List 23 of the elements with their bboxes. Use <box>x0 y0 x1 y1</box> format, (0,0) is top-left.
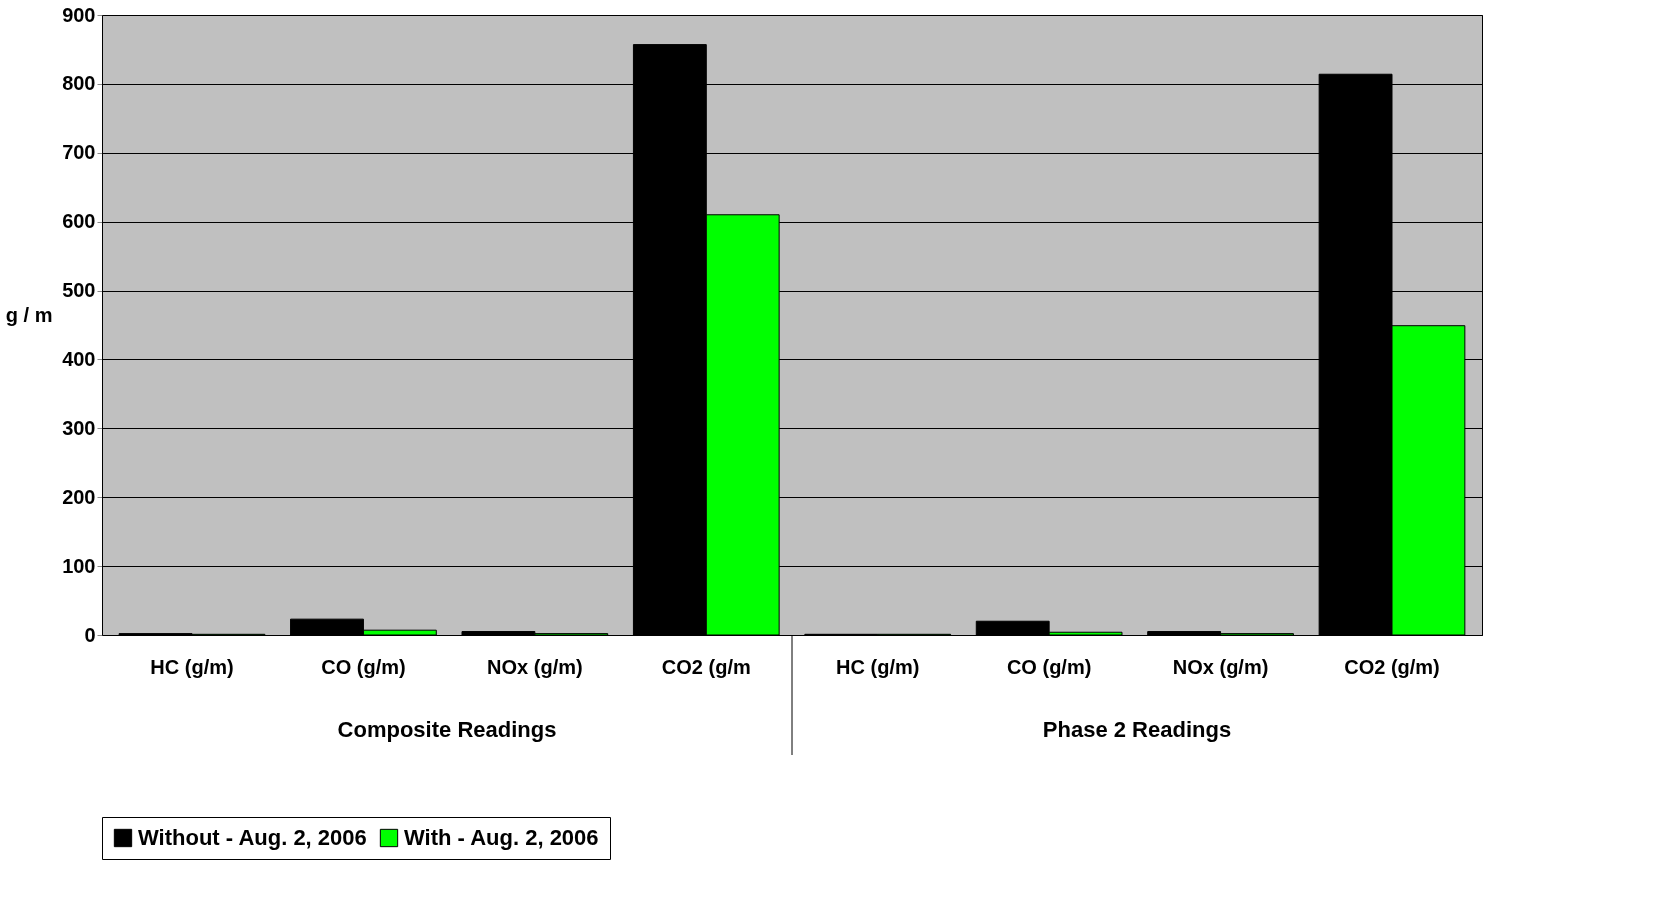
y-tick-label: 300 <box>62 416 96 439</box>
text: Composite Readings <box>337 717 557 742</box>
y-tick-label: 200 <box>62 485 96 508</box>
x-tick-label: HC (g/m) <box>150 655 234 678</box>
y-axis-title: g / m <box>5 303 53 326</box>
text: Phase 2 Readings <box>1042 717 1232 742</box>
y-tick-label: 500 <box>62 279 96 302</box>
x-tick-label: CO (g/m) <box>1006 655 1092 678</box>
y-tick-label: 900 <box>62 3 96 26</box>
y-tick-label: 800 <box>62 72 96 95</box>
x-tick-label: CO (g/m) <box>321 655 406 678</box>
legend-label: With - Aug. 2, 2006 <box>404 825 599 850</box>
x-tick-label: NOx (g/m) <box>1172 655 1269 678</box>
x-tick-label: CO2 (g/m <box>661 655 751 678</box>
legend-label: Without - Aug. 2, 2006 <box>138 825 367 850</box>
y-tick-label: 600 <box>62 210 96 233</box>
x-tick-label: HC (g/m) <box>836 655 920 678</box>
x-tick-label: CO2 (g/m) <box>1344 655 1440 678</box>
x-tick-label: NOx (g/m) <box>487 655 583 678</box>
y-tick-label: 700 <box>62 141 96 164</box>
y-tick-label: 400 <box>62 347 96 370</box>
y-tick-label: 100 <box>62 554 96 577</box>
y-tick-label: 0 <box>84 623 96 646</box>
